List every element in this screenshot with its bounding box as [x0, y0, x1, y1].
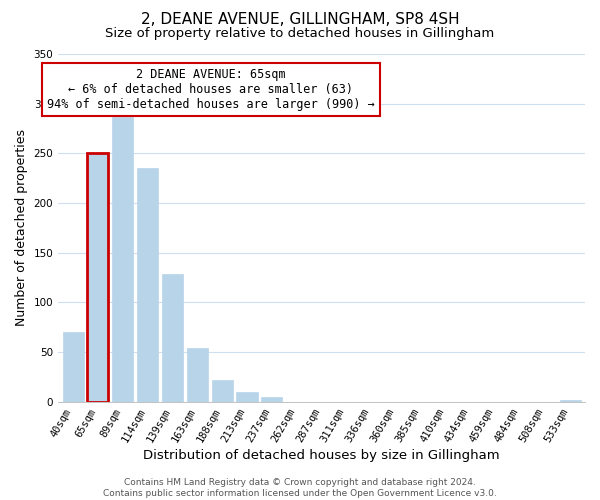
Text: 2, DEANE AVENUE, GILLINGHAM, SP8 4SH: 2, DEANE AVENUE, GILLINGHAM, SP8 4SH	[140, 12, 460, 28]
Text: 2 DEANE AVENUE: 65sqm
← 6% of detached houses are smaller (63)
94% of semi-detac: 2 DEANE AVENUE: 65sqm ← 6% of detached h…	[47, 68, 375, 111]
Bar	[262, 396, 283, 402]
Bar	[162, 274, 183, 402]
Text: Size of property relative to detached houses in Gillingham: Size of property relative to detached ho…	[106, 28, 494, 40]
Bar	[236, 392, 257, 402]
Y-axis label: Number of detached properties: Number of detached properties	[15, 130, 28, 326]
Bar	[88, 154, 109, 402]
Bar	[212, 380, 233, 402]
Bar	[187, 348, 208, 402]
Bar	[62, 332, 83, 402]
Bar	[112, 116, 133, 402]
Text: Contains HM Land Registry data © Crown copyright and database right 2024.
Contai: Contains HM Land Registry data © Crown c…	[103, 478, 497, 498]
Bar	[137, 168, 158, 402]
Bar	[560, 400, 581, 402]
X-axis label: Distribution of detached houses by size in Gillingham: Distribution of detached houses by size …	[143, 450, 500, 462]
